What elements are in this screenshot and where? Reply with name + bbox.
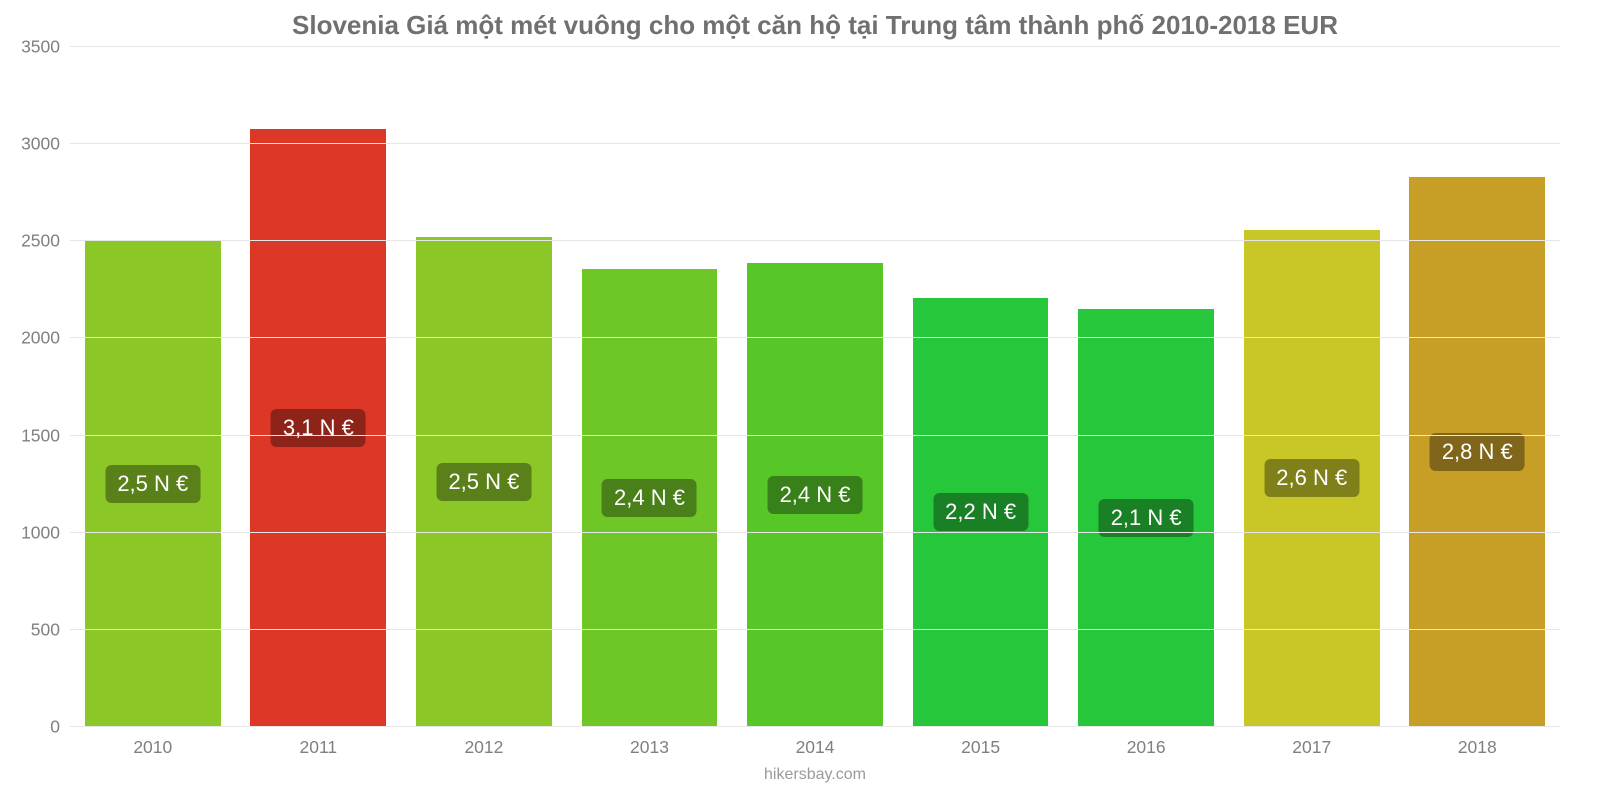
bar-value-badge: 3,1 N € — [271, 409, 366, 447]
x-tick-label: 2015 — [898, 737, 1064, 758]
y-tick-label: 3500 — [21, 37, 70, 58]
y-tick-label: 0 — [50, 717, 70, 738]
bar: 2,5 N € — [85, 241, 221, 727]
bar-slot: 2,1 N € — [1063, 47, 1229, 727]
x-tick-label: 2016 — [1063, 737, 1229, 758]
bar: 2,1 N € — [1078, 309, 1214, 727]
gridline — [70, 46, 1560, 47]
x-tick-label: 2013 — [567, 737, 733, 758]
bar: 2,5 N € — [416, 237, 552, 727]
x-tick-label: 2010 — [70, 737, 236, 758]
bar-slot: 3,1 N € — [236, 47, 402, 727]
bar-value-badge: 2,4 N € — [602, 479, 697, 517]
bars-group: 2,5 N € 3,1 N € 2,5 N € 2,4 N € 2,4 N € 2,2 N… — [70, 47, 1560, 727]
bar: 2,6 N € — [1244, 230, 1380, 727]
gridline — [70, 629, 1560, 630]
x-tick-label: 2011 — [236, 737, 402, 758]
y-tick-label: 500 — [31, 619, 70, 640]
x-tick-label: 2018 — [1395, 737, 1561, 758]
bar-slot: 2,5 N € — [70, 47, 236, 727]
bar-slot: 2,4 N € — [732, 47, 898, 727]
plot-area: 2,5 N € 3,1 N € 2,5 N € 2,4 N € 2,4 N € 2,2 N… — [70, 47, 1560, 727]
bar-value-badge: 2,6 N € — [1264, 459, 1359, 497]
bar: 2,2 N € — [913, 298, 1049, 727]
gridline — [70, 726, 1560, 727]
bar-slot: 2,5 N € — [401, 47, 567, 727]
gridline — [70, 435, 1560, 436]
y-tick-label: 1000 — [21, 522, 70, 543]
bar-value-badge: 2,4 N € — [768, 476, 863, 514]
bar-slot: 2,6 N € — [1229, 47, 1395, 727]
bar-slot: 2,4 N € — [567, 47, 733, 727]
bar-value-badge: 2,5 N € — [105, 465, 200, 503]
bar: 2,4 N € — [747, 263, 883, 727]
x-tick-label: 2017 — [1229, 737, 1395, 758]
y-tick-label: 2500 — [21, 231, 70, 252]
gridline — [70, 143, 1560, 144]
x-tick-label: 2014 — [732, 737, 898, 758]
bar: 2,8 N € — [1409, 177, 1545, 727]
chart-footer: hikersbay.com — [70, 766, 1560, 784]
bar-slot: 2,8 N € — [1395, 47, 1561, 727]
bar-slot: 2,2 N € — [898, 47, 1064, 727]
gridline — [70, 337, 1560, 338]
gridline — [70, 532, 1560, 533]
x-tick-label: 2012 — [401, 737, 567, 758]
chart-title: Slovenia Giá một mét vuông cho một căn h… — [70, 10, 1560, 41]
bar-value-badge: 2,2 N € — [933, 493, 1028, 531]
x-axis-labels: 201020112012201320142015201620172018 — [70, 737, 1560, 758]
gridline — [70, 240, 1560, 241]
y-tick-label: 2000 — [21, 328, 70, 349]
y-tick-label: 3000 — [21, 134, 70, 155]
chart-container: Slovenia Giá một mét vuông cho một căn h… — [0, 0, 1600, 800]
bar: 3,1 N € — [250, 129, 386, 727]
bar-value-badge: 2,5 N € — [436, 463, 531, 501]
bar-value-badge: 2,8 N € — [1430, 433, 1525, 471]
y-tick-label: 1500 — [21, 425, 70, 446]
